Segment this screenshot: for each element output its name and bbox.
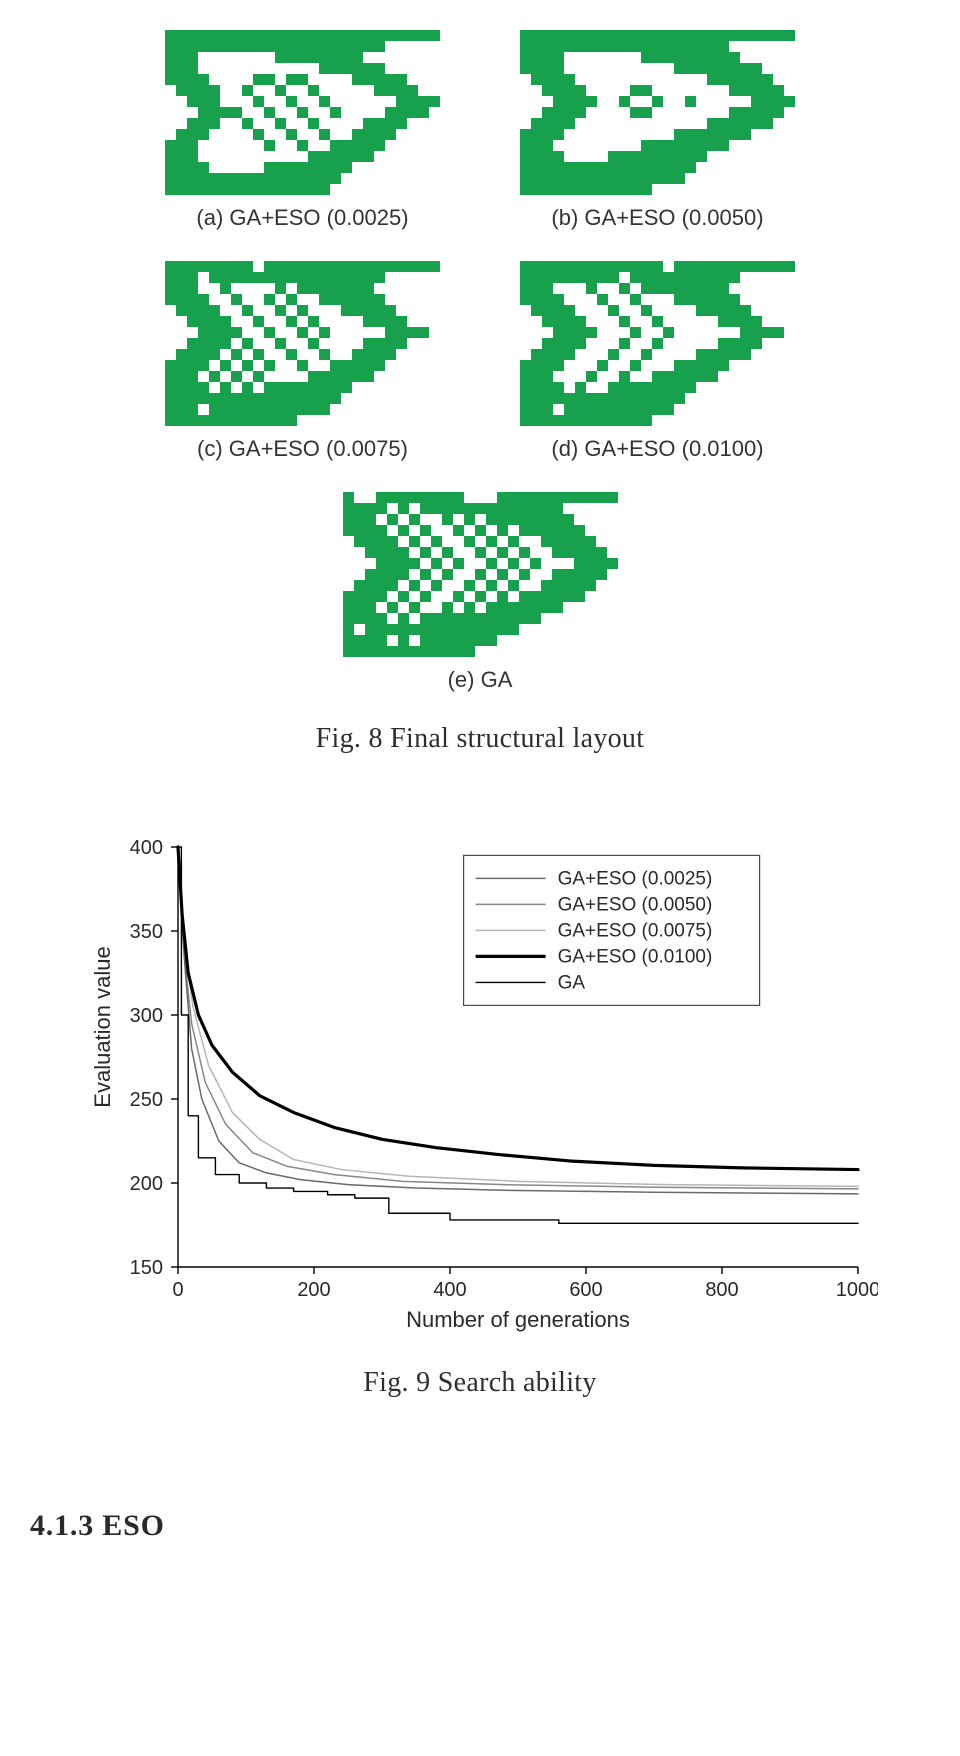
svg-text:GA+ESO (0.0025): GA+ESO (0.0025): [557, 868, 712, 889]
svg-text:350: 350: [129, 921, 162, 943]
svg-text:1000: 1000: [835, 1279, 877, 1301]
chart-svg: 0 200 400 600 800 1000 150 200 250 300 350 400 Numbe…: [83, 835, 878, 1345]
svg-text:0: 0: [172, 1279, 183, 1301]
svg-text:300: 300: [129, 1005, 162, 1027]
topology-c-caption: (c) GA+ESO (0.0075): [165, 436, 440, 462]
svg-text:200: 200: [297, 1279, 330, 1301]
svg-text:800: 800: [705, 1279, 738, 1301]
svg-text:400: 400: [129, 837, 162, 859]
topology-a-caption: (a) GA+ESO (0.0025): [165, 205, 440, 231]
section-heading: 4.1.3 ESO: [30, 1509, 960, 1543]
topology-b-caption: (b) GA+ESO (0.0050): [520, 205, 795, 231]
topology-d-caption: (d) GA+ESO (0.0100): [520, 436, 795, 462]
svg-text:GA+ESO (0.0050): GA+ESO (0.0050): [557, 894, 712, 915]
fig8-title: Fig. 8 Final structural layout: [0, 723, 960, 755]
fig9-chart: 0 200 400 600 800 1000 150 200 250 300 350 400 Numbe…: [70, 835, 890, 1399]
svg-text:GA: GA: [557, 972, 585, 993]
svg-text:GA+ESO (0.0100): GA+ESO (0.0100): [557, 946, 712, 967]
fig8-row-e: (e) GA: [0, 492, 960, 693]
topology-c: (c) GA+ESO (0.0075): [165, 261, 440, 462]
page: (a) GA+ESO (0.0025) (b) GA+ESO (0.0050) …: [0, 30, 960, 1543]
svg-text:GA+ESO (0.0075): GA+ESO (0.0075): [557, 920, 712, 941]
topology-d: (d) GA+ESO (0.0100): [520, 261, 795, 462]
topology-a: (a) GA+ESO (0.0025): [165, 30, 440, 231]
svg-text:150: 150: [129, 1257, 162, 1279]
svg-text:250: 250: [129, 1089, 162, 1111]
topology-e: (e) GA: [343, 492, 618, 693]
svg-text:Number of generations: Number of generations: [406, 1307, 630, 1332]
svg-text:400: 400: [433, 1279, 466, 1301]
fig9-title: Fig. 9 Search ability: [70, 1367, 890, 1399]
svg-text:Evaluation value: Evaluation value: [90, 946, 115, 1107]
fig8-row-cd: (c) GA+ESO (0.0075) (d) GA+ESO (0.0100): [0, 261, 960, 462]
svg-text:200: 200: [129, 1173, 162, 1195]
svg-text:600: 600: [569, 1279, 602, 1301]
topology-b: (b) GA+ESO (0.0050): [520, 30, 795, 231]
topology-e-caption: (e) GA: [343, 667, 618, 693]
fig8-row-ab: (a) GA+ESO (0.0025) (b) GA+ESO (0.0050): [0, 30, 960, 231]
